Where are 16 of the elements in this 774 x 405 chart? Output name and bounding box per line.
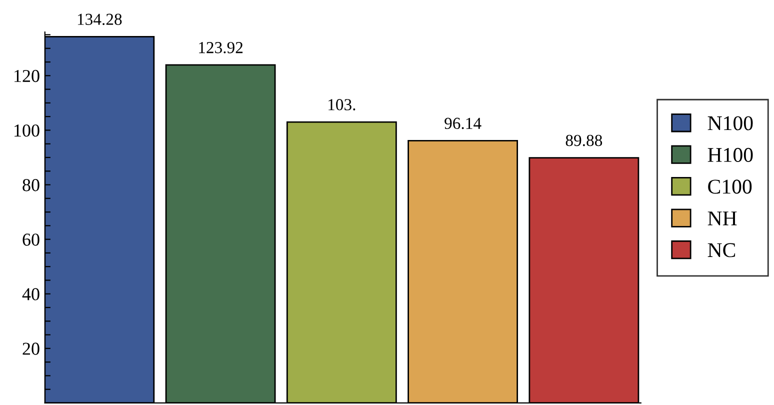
y-tick-label: 60 xyxy=(22,234,40,246)
y-tick-label: 100 xyxy=(14,124,40,137)
y-tick-label: 120 xyxy=(14,70,40,82)
data-label: 123.92 xyxy=(199,42,243,54)
legend-label: C100 xyxy=(708,180,752,194)
y-tick-label: 20 xyxy=(22,342,40,355)
legend-label: N100 xyxy=(708,116,753,130)
data-label: 96.14 xyxy=(444,118,482,130)
y-tick-label: 40 xyxy=(22,288,40,300)
data-label: 103. xyxy=(328,99,356,110)
legend-label: NC xyxy=(708,243,736,258)
data-label: 134.28 xyxy=(78,14,122,26)
legend-label: H100 xyxy=(708,148,753,162)
data-label: 89.88 xyxy=(566,134,602,146)
legend-label: NH xyxy=(708,212,737,226)
y-tick-label: 80 xyxy=(22,179,40,192)
